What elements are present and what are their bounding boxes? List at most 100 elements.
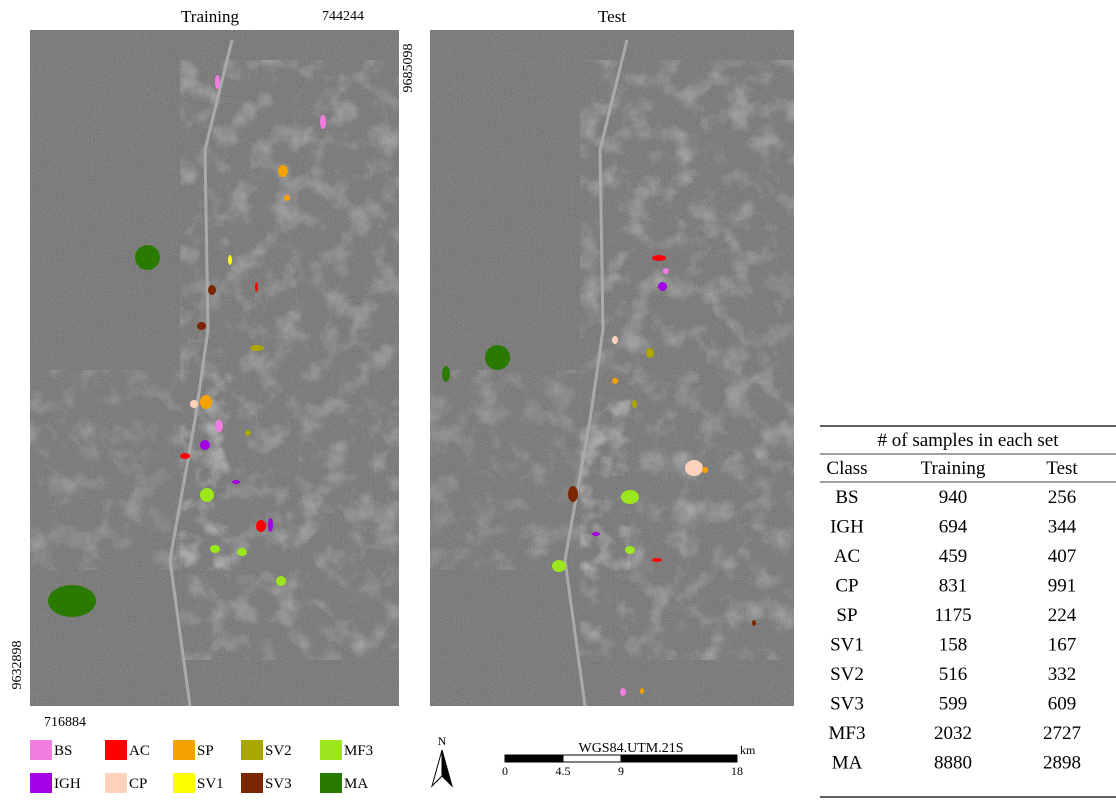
table-cell: 991 <box>1048 576 1077 597</box>
sample-patch <box>632 400 637 408</box>
table-cell: SV1 <box>830 635 864 656</box>
sample-patch <box>255 282 258 292</box>
sample-patch <box>663 268 669 274</box>
test-image <box>430 30 794 706</box>
sample-patch <box>232 480 240 484</box>
sample-patch <box>568 486 578 502</box>
table-cell: 516 <box>939 664 968 685</box>
table-cell: 224 <box>1048 605 1077 626</box>
legend-swatch <box>173 773 195 793</box>
sample-patch <box>284 195 290 201</box>
scale-segment <box>562 754 622 763</box>
scale-tick-label: 18 <box>731 764 743 778</box>
sample-patch <box>190 400 198 408</box>
table-cell: 256 <box>1048 487 1077 508</box>
sample-patch <box>200 488 214 502</box>
sample-patch <box>237 548 247 556</box>
table-cell: 1175 <box>934 605 971 626</box>
sample-patch <box>215 75 220 89</box>
table-cell: MF3 <box>829 723 866 744</box>
coordinate: 9632898 <box>10 641 25 690</box>
sample-patch <box>621 490 639 504</box>
table-header: Training <box>921 458 986 479</box>
sample-patch <box>180 453 190 459</box>
sample-patch <box>278 165 288 177</box>
sample-patch <box>592 532 600 536</box>
coordinate: 744244 <box>322 9 364 24</box>
panel-title: Test <box>598 7 626 26</box>
sample-patch <box>210 545 220 553</box>
table-cell: 599 <box>939 694 968 715</box>
legend-swatch <box>105 740 127 760</box>
north-arrow: N <box>431 734 453 788</box>
legend-label: MA <box>344 776 368 792</box>
table-cell: 158 <box>939 635 968 656</box>
legend-label: AC <box>129 743 150 759</box>
table-cell: AC <box>834 546 860 567</box>
sample-patch <box>200 395 212 409</box>
table-cell: 2898 <box>1043 753 1081 774</box>
sample-patch <box>620 688 626 696</box>
sample-patch <box>612 336 618 344</box>
sample-patch <box>646 348 654 358</box>
sample-patch <box>48 585 96 617</box>
sample-patch <box>442 366 450 382</box>
table-title: # of samples in each set <box>878 430 1060 451</box>
table-cell: 407 <box>1048 546 1077 567</box>
table-cell: MA <box>832 753 863 774</box>
table-cell: SV3 <box>830 694 864 715</box>
sample-patch <box>276 576 286 586</box>
legend-label: SV2 <box>265 743 292 759</box>
sample-patch <box>658 282 667 291</box>
legend-label: SV1 <box>197 776 224 792</box>
scale-tick-label: 9 <box>618 764 624 778</box>
table-cell: 332 <box>1048 664 1077 685</box>
table-cell: 167 <box>1048 635 1077 656</box>
scale-tick-label: 0 <box>502 764 508 778</box>
table-cell: 609 <box>1048 694 1077 715</box>
table-cell: IGH <box>830 517 864 538</box>
scale-unit: km <box>740 743 756 757</box>
legend-label: IGH <box>54 776 81 792</box>
legend-swatch <box>30 773 52 793</box>
sample-patch <box>208 285 216 295</box>
panel-title: Training <box>181 7 239 26</box>
legend-swatch <box>320 740 342 760</box>
scale-segment <box>504 754 564 763</box>
sample-patch <box>197 322 206 330</box>
table-cell: 8880 <box>934 753 972 774</box>
sample-patch <box>228 255 232 265</box>
sample-patch <box>256 520 266 532</box>
coordinate: 9685098 <box>401 44 416 93</box>
sample-patch <box>250 345 264 351</box>
legend-label: MF3 <box>344 743 373 759</box>
table-cell: BS <box>835 487 858 508</box>
coordinate: 716884 <box>44 715 86 730</box>
legend-swatch <box>105 773 127 793</box>
table-cell: 831 <box>939 576 968 597</box>
training-image <box>30 30 399 706</box>
table-cell: 459 <box>939 546 968 567</box>
sample-patch <box>215 420 223 432</box>
sample-patch <box>640 688 644 694</box>
sample-patch <box>552 560 566 572</box>
legend-swatch <box>241 773 263 793</box>
sample-patch <box>625 546 635 554</box>
legend-swatch <box>30 740 52 760</box>
legend-label: SV3 <box>265 776 292 792</box>
table-cell: 2032 <box>934 723 972 744</box>
table-cell: CP <box>835 576 858 597</box>
sample-patch <box>612 378 618 384</box>
legend-label: BS <box>54 743 72 759</box>
table-cell: 694 <box>939 517 968 538</box>
table-cell: 2727 <box>1043 723 1081 744</box>
sample-patch <box>135 245 160 270</box>
table-cell: 344 <box>1048 517 1077 538</box>
scale-tick-label: 4.5 <box>556 764 571 778</box>
table-header: Class <box>826 458 867 479</box>
legend-swatch <box>173 740 195 760</box>
north-label: N <box>438 734 447 748</box>
sample-patch <box>268 518 273 532</box>
